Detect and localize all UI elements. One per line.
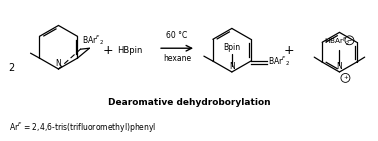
Text: N: N: [336, 62, 342, 71]
Text: hexane: hexane: [163, 54, 191, 63]
Text: Ar$^{F}$ = 2,4,6-tris(trifluoromethyl)phenyl: Ar$^{F}$ = 2,4,6-tris(trifluoromethyl)ph…: [9, 120, 156, 135]
Text: BAr$^{F}$$_2$: BAr$^{F}$$_2$: [268, 54, 290, 68]
Text: HBpin: HBpin: [117, 46, 143, 55]
Text: HBAr$^{F}$$_2$: HBAr$^{F}$$_2$: [324, 36, 350, 48]
Text: BAr$^{F}$$_2$: BAr$^{F}$$_2$: [82, 33, 104, 47]
Text: N: N: [56, 59, 61, 68]
Text: 2: 2: [9, 63, 15, 73]
Text: Dearomative dehydroborylation: Dearomative dehydroborylation: [108, 98, 270, 107]
Text: +: +: [284, 44, 294, 57]
Text: +: +: [103, 44, 114, 57]
Text: +: +: [343, 75, 348, 80]
Text: N: N: [229, 62, 235, 71]
Text: −: −: [347, 38, 352, 43]
Text: 60 °C: 60 °C: [166, 31, 187, 40]
Text: Bpin: Bpin: [223, 43, 240, 52]
